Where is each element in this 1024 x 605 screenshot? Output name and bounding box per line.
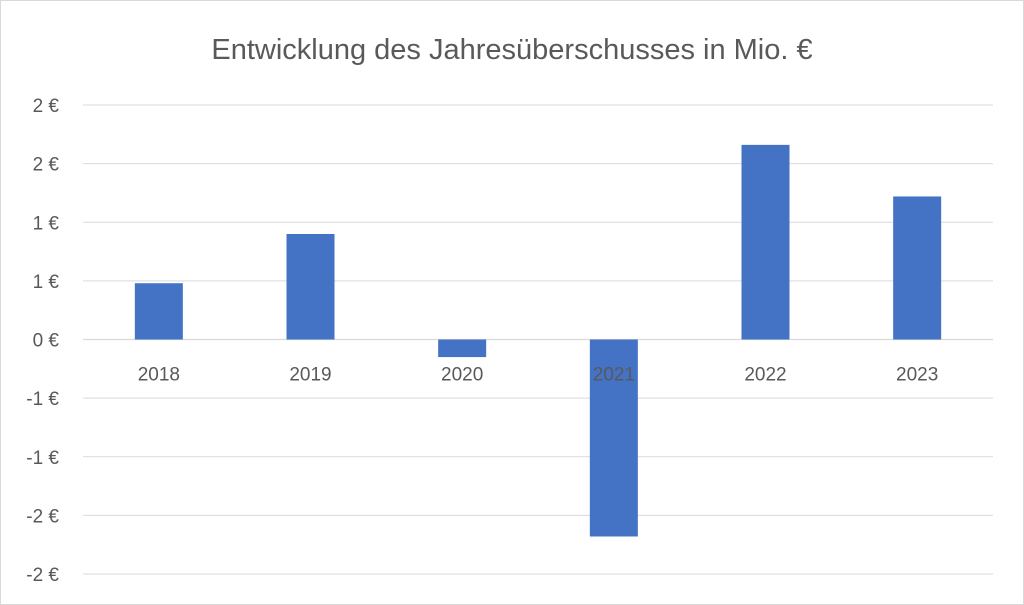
x-category-label: 2019 (289, 365, 331, 386)
x-category-label: 2018 (138, 365, 180, 386)
x-category-label: 2023 (896, 365, 938, 386)
y-tick-label: -2 € (26, 506, 59, 527)
bar-2018 (134, 283, 183, 340)
x-axis-category-labels: 2018 2019 2020 2021 2022 2023 (138, 365, 939, 386)
gridlines (83, 104, 993, 575)
y-tick-label: -2 € (26, 565, 59, 586)
bar-2021 (589, 339, 638, 537)
x-category-label: 2022 (744, 365, 786, 386)
bar-2020 (438, 339, 487, 358)
y-tick-label: -1 € (26, 448, 59, 469)
y-tick-label: 0 € (33, 331, 60, 352)
bars (134, 144, 942, 537)
bar-2023 (893, 196, 942, 340)
bar-2022 (741, 144, 790, 340)
y-tick-label: 2 € (33, 155, 60, 176)
y-tick-label: 1 € (33, 213, 60, 234)
chart-title: Entwicklung des Jahresüberschusses in Mi… (211, 34, 812, 66)
y-tick-label: -1 € (26, 389, 59, 410)
x-category-label: 2020 (441, 365, 483, 386)
y-axis-tick-labels: 2 € 2 € 1 € 1 € 0 € -1 € -1 € -2 € -2 € (26, 96, 59, 586)
y-tick-label: 1 € (33, 272, 60, 293)
bar-2019 (286, 233, 335, 340)
x-category-label: 2021 (593, 365, 635, 386)
y-tick-label: 2 € (33, 96, 60, 117)
